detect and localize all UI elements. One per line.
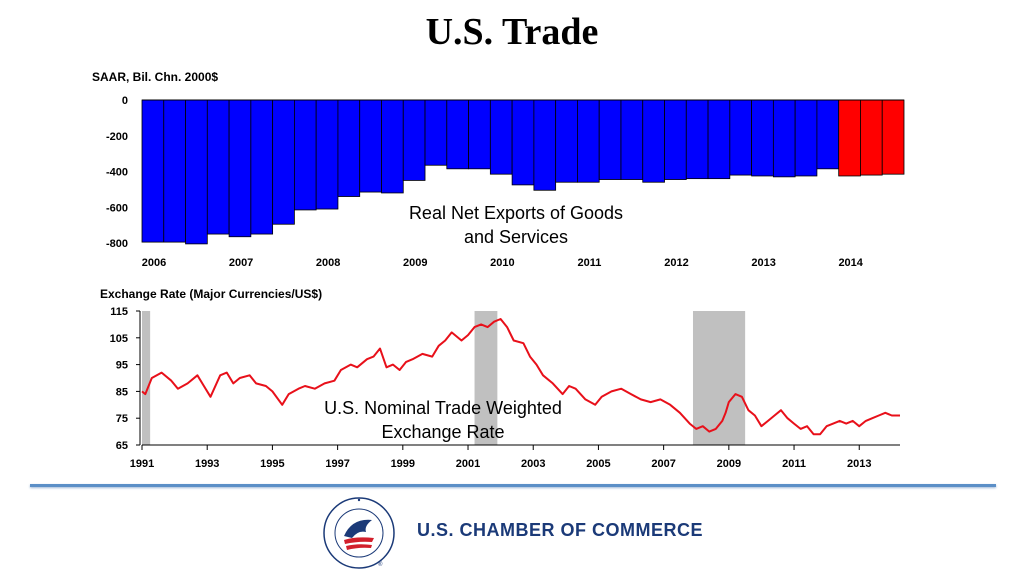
exchange-rate-xtick-label: 1999	[391, 458, 415, 470]
net-exports-xtick-label: 2007	[229, 257, 253, 269]
net-exports-bar	[468, 99, 491, 170]
exchange-rate-xtick-label: 2013	[847, 458, 871, 470]
net-exports-bar	[206, 99, 230, 235]
net-exports-bar	[533, 99, 557, 191]
net-exports-bar	[337, 99, 361, 197]
net-exports-xtick-label: 2012	[664, 257, 688, 269]
net-exports-bar	[381, 99, 404, 194]
net-exports-bar	[315, 99, 339, 210]
net-exports-bar	[664, 99, 687, 180]
net-exports-bar	[141, 99, 165, 243]
exchange-rate-ytick-label: 65	[116, 440, 128, 452]
brand-name: U.S. CHAMBER OF COMMERCE	[417, 520, 703, 540]
net-exports-bar	[816, 99, 840, 170]
recession-band	[692, 311, 746, 445]
net-exports-bar	[228, 99, 252, 238]
net-exports-bar	[598, 99, 622, 180]
net-exports-bar	[881, 99, 905, 175]
exchange-rate-ytick-label: 115	[110, 306, 128, 318]
exchange-rate-ytick-label: 105	[110, 333, 128, 345]
net-exports-bar	[511, 99, 535, 186]
exchange-rate-xticks: 1991 1993 1995 1997 1999 2001 2003 2005 2007 2009…	[130, 445, 871, 470]
exchange-rate-ytick-label: 75	[116, 413, 128, 425]
recession-shading	[142, 311, 746, 445]
net-exports-ytick-label: -200	[106, 131, 128, 143]
exchange-rate-xtick-label: 1997	[325, 458, 349, 470]
exchange-rate-chart: Exchange Rate (Major Currencies/US$) 115…	[100, 287, 900, 470]
exchange-rate-series-line	[141, 318, 900, 436]
recession-band	[142, 311, 151, 445]
net-exports-xticks: 2006 2007 2008 2009 2010 2011 2012 2013 2014	[142, 257, 864, 269]
net-exports-xtick-label: 2010	[490, 257, 514, 269]
exchange-rate-yticks: 115 105 95 85 75 65	[110, 306, 140, 452]
exchange-rate-xtick-label: 2007	[651, 458, 675, 470]
net-exports-bar	[577, 99, 600, 183]
exchange-rate-xtick-label: 2005	[586, 458, 610, 470]
charts-canvas: SAAR, Bil. Chn. 2000$ 0-200-400-600-800 …	[92, 70, 905, 470]
net-exports-bar	[424, 99, 448, 166]
net-exports-xtick-label: 2008	[316, 257, 340, 269]
net-exports-bar	[707, 99, 731, 180]
page-title: U.S. Trade	[425, 11, 599, 53]
reg-mark: ®	[378, 561, 383, 568]
net-exports-bar	[272, 99, 295, 225]
net-exports-xtick-label: 2009	[403, 257, 427, 269]
net-exports-bar	[402, 99, 426, 181]
exchange-rate-xtick-label: 1993	[195, 458, 219, 470]
net-exports-xtick-label: 2014	[838, 257, 863, 269]
net-exports-xtick-label: 2006	[142, 257, 166, 269]
net-exports-yticks: 0 -200 -400 -600 -800	[106, 95, 128, 250]
net-exports-bar	[794, 99, 818, 177]
net-exports-ylabel: SAAR, Bil. Chn. 2000$	[92, 70, 218, 84]
net-exports-bar	[838, 99, 861, 177]
exchange-rate-xtick-label: 1991	[130, 458, 154, 470]
net-exports-bar	[359, 99, 382, 193]
net-exports-bar	[250, 99, 274, 235]
net-exports-bar	[729, 99, 752, 176]
exchange-rate-xtick-label: 2001	[456, 458, 480, 470]
chamber-seal-logo: ®	[323, 497, 395, 569]
net-exports-ytick-label: -600	[106, 202, 128, 214]
net-exports-bar	[860, 99, 883, 176]
recession-band	[474, 311, 498, 445]
net-exports-bar	[185, 99, 208, 245]
net-exports-bar	[642, 99, 665, 183]
net-exports-ytick-label: -400	[106, 167, 128, 179]
net-exports-bars	[141, 99, 905, 245]
net-exports-xtick-label: 2013	[751, 257, 775, 269]
net-exports-bar	[163, 99, 186, 243]
exchange-rate-xtick-label: 2009	[717, 458, 741, 470]
net-exports-bar	[446, 99, 469, 170]
net-exports-ytick-label: -800	[106, 238, 128, 250]
net-exports-chart: SAAR, Bil. Chn. 2000$ 0-200-400-600-800 …	[92, 70, 905, 269]
exchange-rate-ytick-label: 85	[116, 386, 128, 398]
net-exports-bar	[772, 99, 796, 178]
footer-divider	[30, 484, 996, 487]
net-exports-bar	[555, 99, 578, 183]
net-exports-bar	[293, 99, 317, 211]
net-exports-bar	[620, 99, 644, 180]
net-exports-annotation-line1: Real Net Exports of Goods	[409, 203, 623, 223]
exchange-rate-annotation-line2: Exchange Rate	[381, 422, 504, 442]
exchange-rate-xtick-label: 2011	[782, 458, 806, 470]
net-exports-bar	[489, 99, 513, 175]
exchange-rate-annotation-line1: U.S. Nominal Trade Weighted	[324, 398, 562, 418]
net-exports-bar	[685, 99, 709, 180]
exchange-rate-ytick-label: 95	[116, 360, 128, 372]
exchange-rate-xtick-label: 2003	[521, 458, 545, 470]
net-exports-xtick-label: 2011	[577, 257, 601, 269]
exchange-rate-ylabel: Exchange Rate (Major Currencies/US$)	[100, 287, 322, 301]
exchange-rate-xtick-label: 1995	[260, 458, 284, 470]
net-exports-ytick-label: 0	[122, 95, 128, 107]
net-exports-bar	[751, 99, 774, 177]
net-exports-annotation-line2: and Services	[464, 227, 568, 247]
